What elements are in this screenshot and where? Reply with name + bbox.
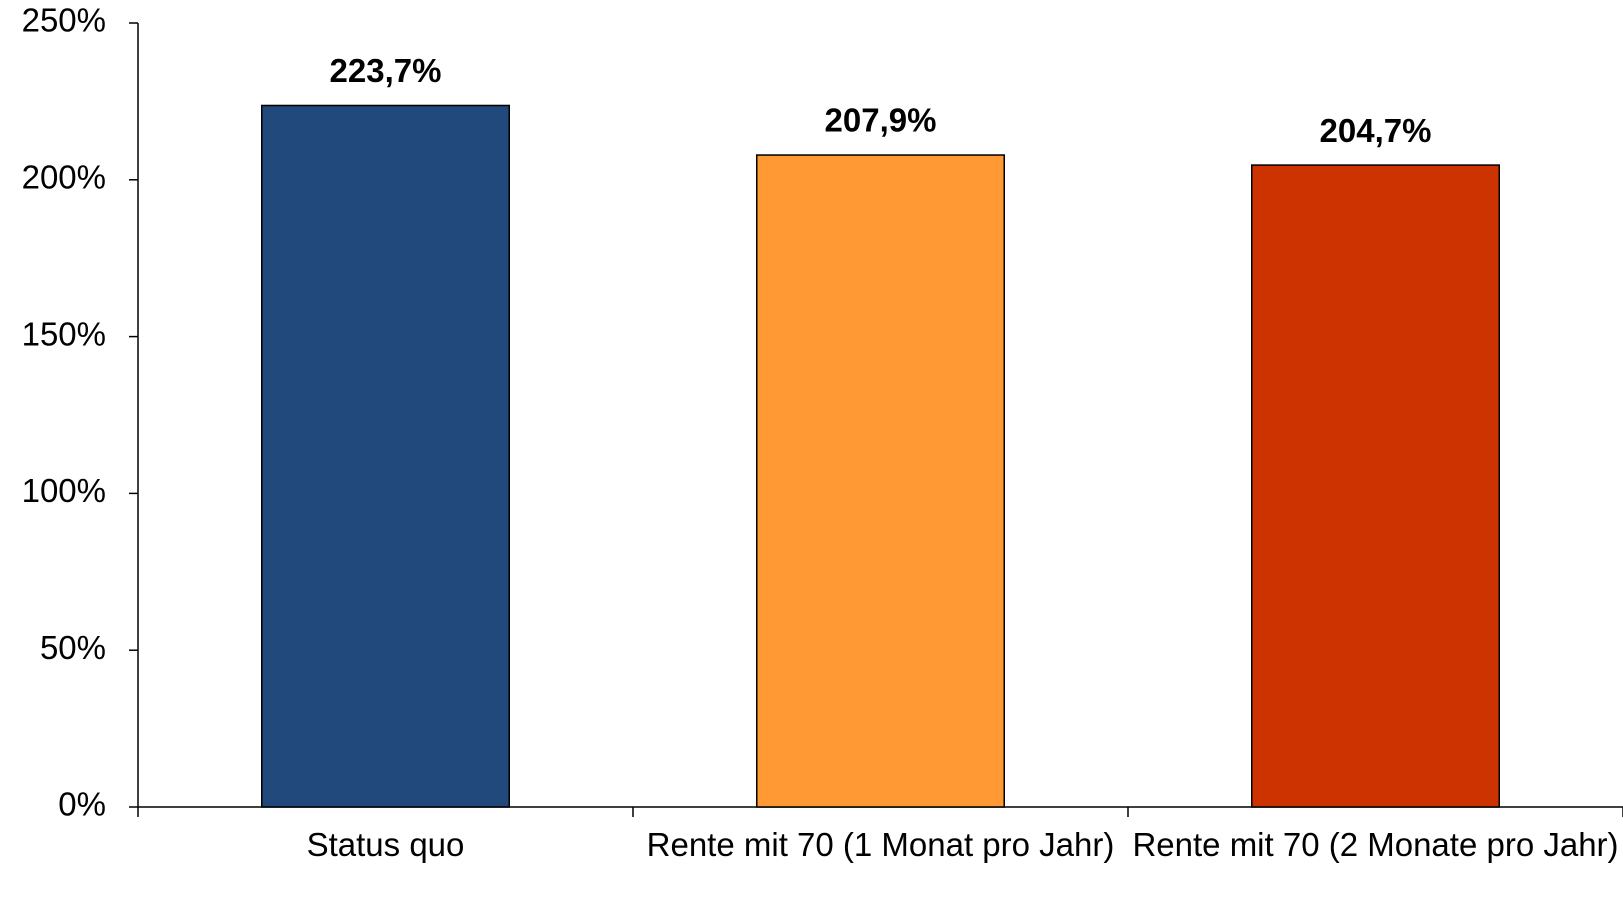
value-label: 223,7% (330, 52, 442, 89)
y-tick-label: 250% (22, 2, 106, 39)
value-label: 207,9% (825, 102, 937, 139)
y-tick-label: 200% (22, 159, 106, 196)
y-tick-label: 0% (58, 786, 106, 823)
bar (261, 104, 510, 808)
bar (756, 154, 1005, 808)
y-tick-label: 150% (22, 315, 106, 352)
x-tick-label: Status quo (306, 826, 465, 863)
value-label: 204,7% (1320, 112, 1432, 149)
y-tick-label: 50% (40, 629, 106, 666)
x-tick-label: Rente mit 70 (2 Monate pro Jahr) (1132, 826, 1619, 863)
bar (1251, 164, 1500, 808)
y-tick-label: 100% (22, 472, 106, 509)
x-tick-label: Rente mit 70 (1 Monat pro Jahr) (646, 826, 1115, 863)
